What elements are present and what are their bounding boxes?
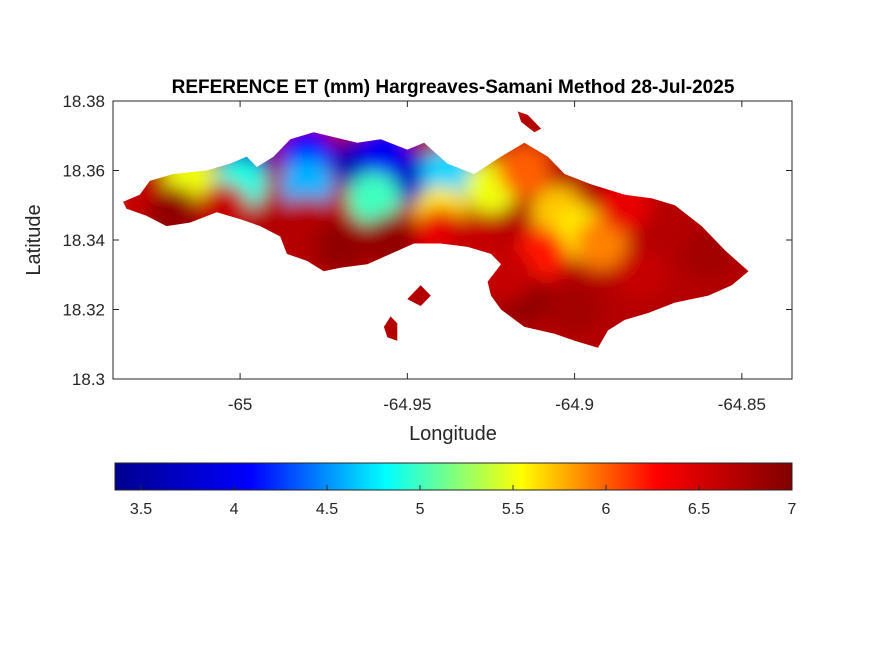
x-tick-label: -64.9 (555, 395, 594, 414)
heatmap-cell-15 (575, 217, 628, 270)
y-axis-label: Latitude (23, 204, 45, 275)
colorbar-tick-label: 5 (416, 501, 425, 518)
heatmap-cell-20 (615, 248, 668, 301)
y-axis: 18.3 18.32 18.34 18.36 18.38 (62, 92, 792, 389)
x-axis-label: Longitude (409, 423, 497, 445)
x-tick-label: -65 (228, 395, 253, 414)
colorbar-tick-label: 7 (788, 501, 797, 518)
y-tick-label: 18.32 (62, 301, 105, 320)
colorbar (114, 462, 793, 491)
x-axis: -65 -64.95 -64.9 -64.85 (228, 101, 766, 414)
colorbar-tick-label: 6 (602, 501, 611, 518)
chart-title: REFERENCE ET (mm) Hargreaves-Samani Meth… (172, 77, 735, 98)
heatmap-cell-12 (498, 144, 551, 197)
y-tick-label: 18.34 (62, 231, 105, 250)
heatmap-cell-8 (281, 158, 333, 211)
colorbar-tick-label: 4.5 (316, 501, 338, 518)
heatmap-cell-28 (314, 220, 367, 273)
colorbar-ticks: 3.5 4 4.5 5 5.5 6 6.5 7 (130, 485, 797, 518)
y-tick-label: 18.3 (72, 370, 105, 389)
colorbar-tick-label: 6.5 (688, 501, 710, 518)
heatmap-cell-21 (548, 283, 601, 336)
y-tick-label: 18.38 (62, 92, 105, 111)
x-tick-label: -64.85 (718, 395, 766, 414)
colorbar-tick-label: 4 (230, 501, 239, 518)
x-tick-label: -64.95 (383, 395, 431, 414)
heatmap-cell-9 (347, 172, 400, 225)
colorbar-tick-label: 3.5 (130, 501, 152, 518)
y-tick-label: 18.36 (62, 162, 105, 181)
colorbar-tick-label: 5.5 (502, 501, 524, 518)
